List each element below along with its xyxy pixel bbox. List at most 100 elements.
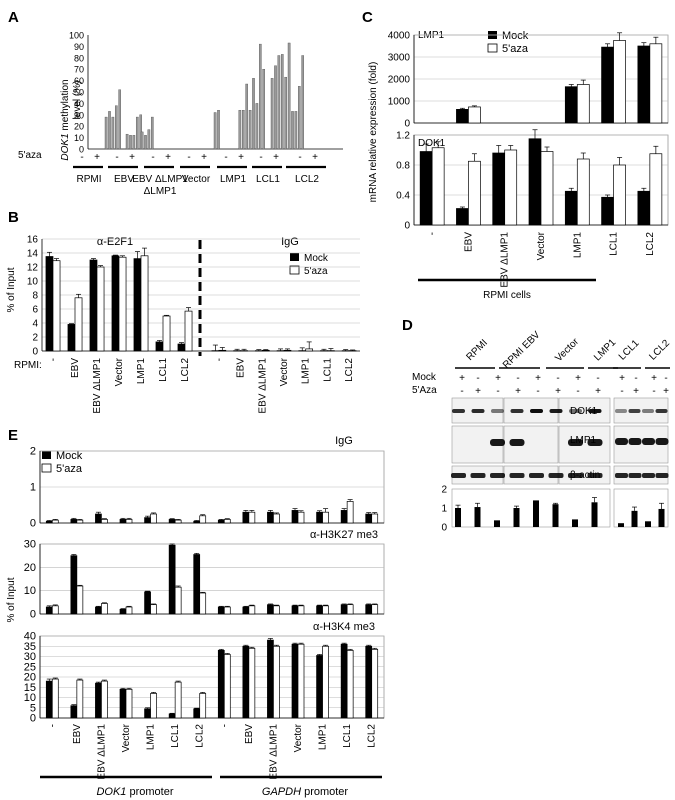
panel-d-quant-right-frame	[613, 488, 669, 528]
panel-a-bar-minus	[262, 68, 266, 150]
panel-e-h3k27-bar-mock	[291, 605, 299, 615]
panel-d-band-lmp1	[490, 439, 505, 446]
panel-c-lmp1-ytick: 3000	[388, 53, 411, 64]
panel-a-sign-plus: +	[238, 152, 244, 163]
panel-e-h3k27-bar-aza	[273, 605, 280, 615]
panel-d-sign-aza: +	[663, 386, 669, 397]
panel-b-igg-category-label: Vector	[279, 357, 290, 386]
panel-e-h3k27-bar-mock	[70, 555, 78, 615]
panel-b-igg-bar-aza	[261, 349, 270, 352]
panel-b-e2f1-bar-aza	[118, 256, 127, 352]
panel-e-h3k27-bar-mock	[340, 604, 348, 615]
panel-c-dok1-bar-aza	[540, 151, 554, 226]
panel-e-igg-bar-mock	[365, 513, 373, 524]
panel-b-igg-category-label: EBV ΔLMP1	[257, 358, 268, 414]
panel-e-h3k4-bar-aza	[101, 680, 108, 719]
panel-c-lmp1-bar-aza	[649, 43, 663, 124]
panel-d-quant-bar	[631, 510, 638, 527]
panel-e-igg-bar-aza	[371, 513, 379, 524]
panel-e-igg-bar-mock	[340, 510, 348, 524]
panel-b-e2f1-bar-mock	[111, 255, 120, 352]
panel-e-h3k4-ytick: 15	[24, 682, 36, 694]
panel-a-ytick: 60	[74, 76, 84, 86]
panel-e-category-label: EBV	[72, 724, 83, 744]
panel-e-category-label: LCL2	[195, 724, 206, 748]
panel-e-igg-bar-aza	[346, 501, 354, 524]
panel-c-legend-mock: Mock	[502, 30, 529, 42]
panel-d-row-aza: 5'Aza	[412, 385, 437, 396]
panel-c-dok1-ytick: 1.2	[396, 131, 410, 142]
panel-e-igg-bar-aza	[248, 511, 256, 524]
panel-c-dok1-bar-aza	[431, 147, 445, 226]
panel-e-h3k27-ytick: 10	[24, 585, 36, 597]
panel-d-group-label: RPMI EBV	[501, 329, 543, 371]
panel-e-igg-ytick: 0	[30, 518, 36, 530]
panel-a-bar-minus	[270, 78, 274, 150]
panel-e-sub2: α-H3K27 me3	[310, 529, 378, 541]
panel-b-igg-bar-aza	[218, 349, 227, 352]
panel-b-e2f1-category-label: LCL1	[158, 358, 169, 382]
panel-a-bar-minus	[284, 76, 288, 150]
panel-a-bar-minus	[298, 86, 301, 150]
panel-c-dok1-bar-aza	[468, 160, 481, 226]
panel-b-e2f1-bar-aza	[74, 297, 83, 352]
panel-d-band-dok1	[530, 409, 543, 413]
panel-e-h3k4-bar-aza	[199, 693, 207, 719]
panel-d-band-actin	[490, 473, 505, 478]
panel-e-h3k4-ytick: 40	[24, 631, 36, 643]
panel-e-h3k4-ytick: 0	[30, 713, 36, 725]
panel-e-category-label: Vector	[293, 723, 304, 752]
panel-b-e2f1-bar-mock	[67, 324, 76, 352]
panel-e-category-label: EBV	[244, 724, 255, 744]
panel-e-h3k4-bar-mock	[217, 649, 225, 719]
panel-e-igg-bar-mock	[95, 513, 102, 524]
panel-d-quant-ytick: 0	[441, 523, 447, 534]
panel-b-ytick: 2	[32, 333, 38, 344]
panel-e-h3k4-bar-mock	[267, 639, 274, 719]
panel-e-igg-bar-mock	[217, 519, 225, 524]
panel-e-category-label: EBV ΔLMP1	[268, 724, 279, 780]
panel-e-igg-ytick: 2	[30, 446, 36, 458]
panel-a-sign-plus: +	[201, 152, 207, 163]
panel-b-ytick: 12	[27, 263, 39, 274]
panel-e-category-label: EBV ΔLMP1	[96, 724, 107, 780]
panel-e-h3k4-bar-aza	[248, 647, 256, 719]
panel-c-bottom-label: DOK1	[418, 138, 446, 149]
panel-a-sign-plus: +	[94, 152, 100, 163]
panel-b-e2f1-category-label: LCL2	[180, 358, 191, 382]
panel-c-footer: RPMI cells	[483, 290, 531, 301]
panel-e-h3k4-bar-mock	[45, 680, 53, 719]
panel-c-category-label: -	[427, 232, 438, 235]
panel-a-sign-minus: -	[224, 152, 227, 163]
panel-e-h3k4-bar-aza	[174, 681, 182, 719]
panel-d-quant-bar	[658, 508, 665, 527]
panel-e-h3k4-ytick: 10	[24, 692, 36, 704]
panel-e-h3k27-bar-aza	[297, 605, 305, 615]
panel-e-h3k4-bar-aza	[297, 643, 305, 719]
panel-d-sign-mock: -	[596, 373, 599, 384]
panel-c-lmp1-ytick: 4000	[388, 31, 411, 42]
panel-c-chart: 0 1000 2000 3000 4000 0 0.4 0.8 1.2 - EBV EBV ΔLMP1…	[388, 31, 669, 288]
panel-e-h3k27-bar-mock	[168, 544, 176, 615]
panel-a-bar-minus	[252, 78, 255, 150]
panel-d-band-lmp1	[568, 439, 583, 446]
panel-c-lmp1-bar-aza	[468, 106, 481, 124]
panel-letter-c: C	[362, 9, 373, 26]
panel-b-igg-category-label: LMP1	[301, 358, 312, 385]
panel-d-group-label: LMP1	[592, 337, 619, 364]
panel-d-sign-aza: -	[536, 386, 539, 397]
panel-e-h3k4-bar-mock	[168, 713, 176, 719]
panel-a-bar-minus	[147, 129, 151, 150]
panel-e-h3k27-ytick: 20	[24, 562, 36, 574]
panel-d-quant-bar	[455, 508, 461, 527]
panel-c-dok1-ytick: 0.8	[396, 161, 410, 172]
panel-c-lmp1-bar-mock	[601, 46, 614, 124]
panel-e-sub3: α-H3K4 me3	[313, 621, 375, 633]
panel-d-sign-aza: -	[652, 386, 655, 397]
panel-e-h3k27-bar-mock	[365, 604, 373, 615]
panel-a-group-label: EBV ΔLMP1	[132, 174, 188, 185]
panel-d-sign-aza: +	[595, 386, 601, 397]
panel-a-sign-plus: +	[165, 152, 171, 163]
panel-c-dok1-bar-mock	[601, 196, 614, 226]
panel-d-band-actin	[655, 473, 669, 478]
